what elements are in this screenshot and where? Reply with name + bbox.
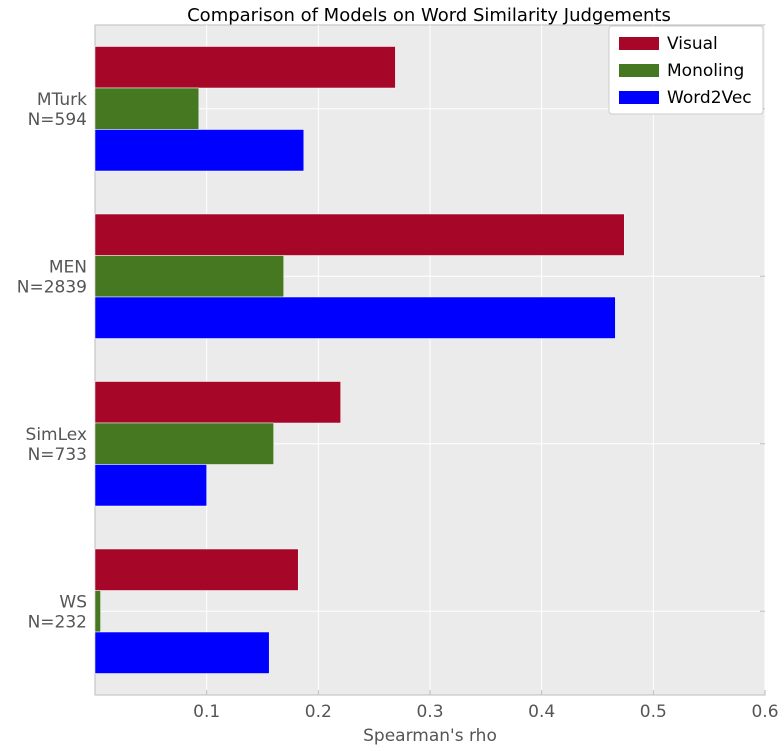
x-tick-label: 0.5 <box>640 702 667 722</box>
bar-word2vec-simlex <box>94 464 207 507</box>
bar-monoling-men <box>94 255 284 298</box>
bar-monoling-ws <box>94 590 101 633</box>
y-tick-sublabel: N=594 <box>28 110 87 130</box>
legend-label-word2vec: Word2Vec <box>667 88 752 108</box>
bars <box>94 46 625 674</box>
bar-monoling-simlex <box>94 422 274 465</box>
y-tick-sublabel: N=733 <box>28 445 87 465</box>
legend: Visual Monoling Word2Vec <box>608 25 764 115</box>
bar-visual-simlex <box>94 381 341 424</box>
chart-title: Comparison of Models on Word Similarity … <box>187 5 671 26</box>
bar-monoling-mturk <box>94 87 200 130</box>
legend-label-monoling: Monoling <box>667 61 744 81</box>
legend-swatch-monoling <box>619 64 659 77</box>
bar-word2vec-mturk <box>94 129 305 172</box>
legend-swatch-visual <box>619 37 659 50</box>
bar-visual-mturk <box>94 46 396 89</box>
y-tick-label: MEN <box>49 257 87 277</box>
bar-visual-men <box>94 213 625 256</box>
y-tick-label: WS <box>59 592 87 612</box>
y-tick-label: SimLex <box>26 425 87 445</box>
y-tick-sublabel: N=232 <box>28 612 87 632</box>
bar-word2vec-men <box>94 296 616 339</box>
x-axis-label: Spearman's rho <box>363 726 497 746</box>
x-tick-label: 0.1 <box>193 702 220 722</box>
bar-word2vec-ws <box>94 631 270 674</box>
y-tick-label: MTurk <box>37 90 87 110</box>
x-tick-label: 0.4 <box>528 702 555 722</box>
x-tick-label: 0.3 <box>416 702 443 722</box>
bar-visual-ws <box>94 548 299 591</box>
x-axis-ticks: 0.1 0.2 0.3 0.4 0.5 0.6 <box>193 690 779 722</box>
legend-swatch-word2vec <box>619 91 659 104</box>
x-tick-label: 0.2 <box>305 702 332 722</box>
y-tick-sublabel: N=2839 <box>17 277 87 297</box>
legend-label-visual: Visual <box>667 34 718 54</box>
x-tick-label: 0.6 <box>751 702 778 722</box>
